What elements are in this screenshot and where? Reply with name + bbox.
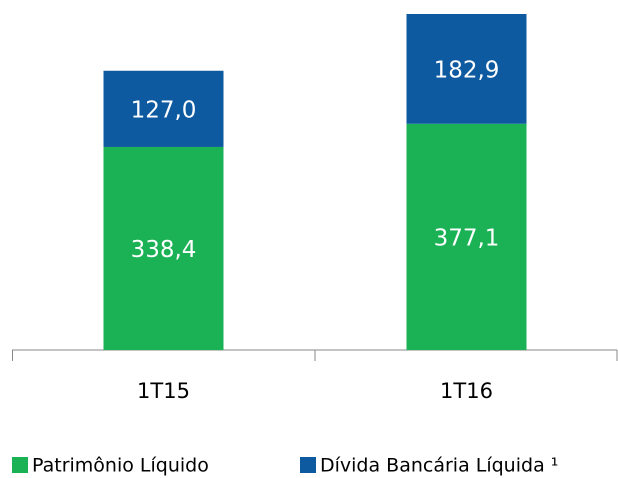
data-label: 377,1 [434,225,500,251]
legend-label: Dívida Bancária Líquida ¹ [320,455,558,477]
bar-segment [103,70,224,147]
data-label: 338,4 [131,237,197,263]
data-label: 182,9 [434,57,500,83]
bar-segment [406,14,527,124]
data-label: 127,0 [131,97,197,123]
legend-label: Patrimônio Líquido [32,455,209,477]
x-tick-label: 1T15 [137,379,190,403]
legend-swatch [300,457,316,473]
bar-segment [103,146,224,350]
x-tick-label: 1T16 [440,379,493,403]
bar-segment [406,123,527,351]
legend-swatch [12,457,28,473]
